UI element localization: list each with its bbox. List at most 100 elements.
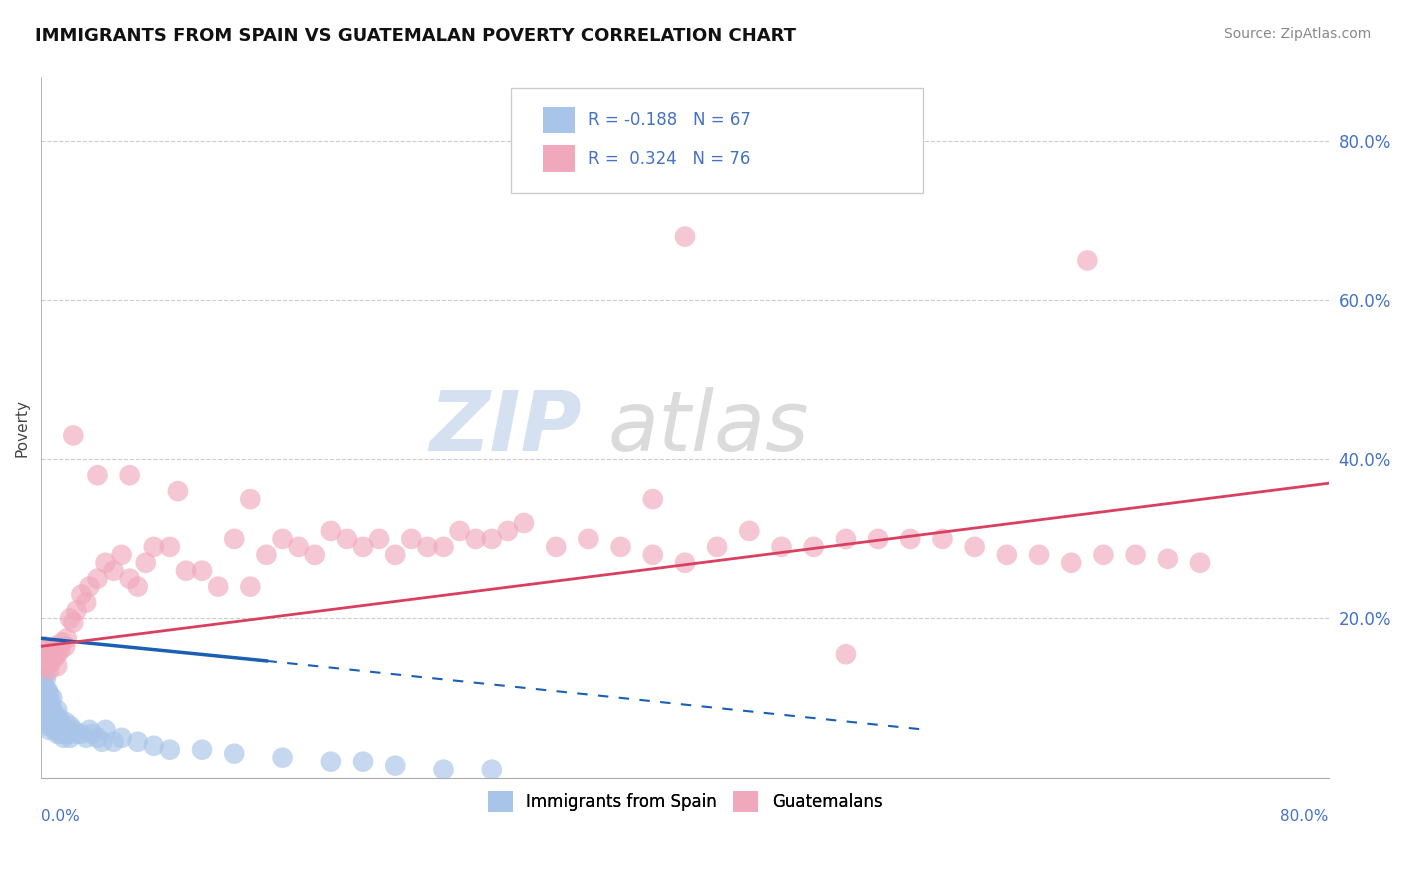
Point <box>103 735 125 749</box>
Point <box>53 727 76 741</box>
Point <box>31 647 53 661</box>
Point <box>65 603 87 617</box>
Point <box>45 711 67 725</box>
Point <box>352 540 374 554</box>
Point <box>770 540 793 554</box>
Point <box>898 532 921 546</box>
Point <box>48 711 70 725</box>
Text: 0.0%: 0.0% <box>41 809 80 824</box>
Point <box>41 703 63 717</box>
Point <box>835 647 858 661</box>
Text: R = -0.188   N = 67: R = -0.188 N = 67 <box>588 112 751 129</box>
Point <box>45 723 67 737</box>
Point <box>38 663 60 677</box>
Point <box>432 763 454 777</box>
Point <box>46 714 69 729</box>
Point <box>31 659 53 673</box>
Point <box>35 703 58 717</box>
Point <box>995 548 1018 562</box>
Point <box>79 723 101 737</box>
Point <box>41 643 63 657</box>
Point <box>52 731 75 745</box>
Point <box>35 643 58 657</box>
Point <box>34 679 56 693</box>
Point <box>135 556 157 570</box>
Point <box>239 580 262 594</box>
Point <box>1125 548 1147 562</box>
Point <box>336 532 359 546</box>
Point <box>127 735 149 749</box>
Point <box>127 580 149 594</box>
Point <box>46 727 69 741</box>
Point <box>38 698 60 713</box>
Point <box>174 564 197 578</box>
Point <box>304 548 326 562</box>
Point <box>46 659 69 673</box>
Point <box>35 683 58 698</box>
Point <box>271 750 294 764</box>
Point <box>609 540 631 554</box>
Point <box>191 743 214 757</box>
Point <box>34 667 56 681</box>
Point <box>56 632 79 646</box>
Point <box>45 640 67 654</box>
Point <box>38 711 60 725</box>
Point <box>37 695 59 709</box>
Point <box>835 532 858 546</box>
Point <box>37 683 59 698</box>
Point <box>53 640 76 654</box>
Point <box>159 743 181 757</box>
Point <box>42 719 65 733</box>
Point <box>159 540 181 554</box>
Point <box>39 655 62 669</box>
Point <box>191 564 214 578</box>
Point <box>39 695 62 709</box>
Point <box>368 532 391 546</box>
Text: atlas: atlas <box>607 387 810 468</box>
Point <box>35 671 58 685</box>
Point <box>86 731 108 745</box>
Point <box>481 532 503 546</box>
Point <box>1092 548 1115 562</box>
Point <box>42 706 65 721</box>
Point <box>46 703 69 717</box>
Point <box>673 556 696 570</box>
Point <box>803 540 825 554</box>
Legend: Immigrants from Spain, Guatemalans: Immigrants from Spain, Guatemalans <box>481 785 889 818</box>
Point <box>416 540 439 554</box>
Point <box>1060 556 1083 570</box>
Point <box>38 647 60 661</box>
Point <box>673 229 696 244</box>
Point <box>103 564 125 578</box>
Text: IMMIGRANTS FROM SPAIN VS GUATEMALAN POVERTY CORRELATION CHART: IMMIGRANTS FROM SPAIN VS GUATEMALAN POVE… <box>35 27 796 45</box>
Point <box>738 524 761 538</box>
Point <box>75 731 97 745</box>
Point <box>167 484 190 499</box>
Point <box>641 548 664 562</box>
Point <box>91 735 114 749</box>
Point <box>75 595 97 609</box>
Point <box>56 723 79 737</box>
Point <box>42 651 65 665</box>
Point <box>48 723 70 737</box>
Y-axis label: Poverty: Poverty <box>15 399 30 457</box>
Point <box>931 532 953 546</box>
Point <box>51 723 73 737</box>
Point <box>432 540 454 554</box>
Point <box>352 755 374 769</box>
Point <box>481 763 503 777</box>
Point <box>82 727 104 741</box>
Point <box>79 580 101 594</box>
Point <box>641 492 664 507</box>
Point <box>70 727 93 741</box>
Point <box>239 492 262 507</box>
Text: R =  0.324   N = 76: R = 0.324 N = 76 <box>588 150 751 168</box>
Point <box>70 588 93 602</box>
Point <box>706 540 728 554</box>
Point <box>1157 551 1180 566</box>
Point <box>256 548 278 562</box>
Point <box>464 532 486 546</box>
Point <box>37 706 59 721</box>
Point <box>1076 253 1098 268</box>
Point <box>35 714 58 729</box>
